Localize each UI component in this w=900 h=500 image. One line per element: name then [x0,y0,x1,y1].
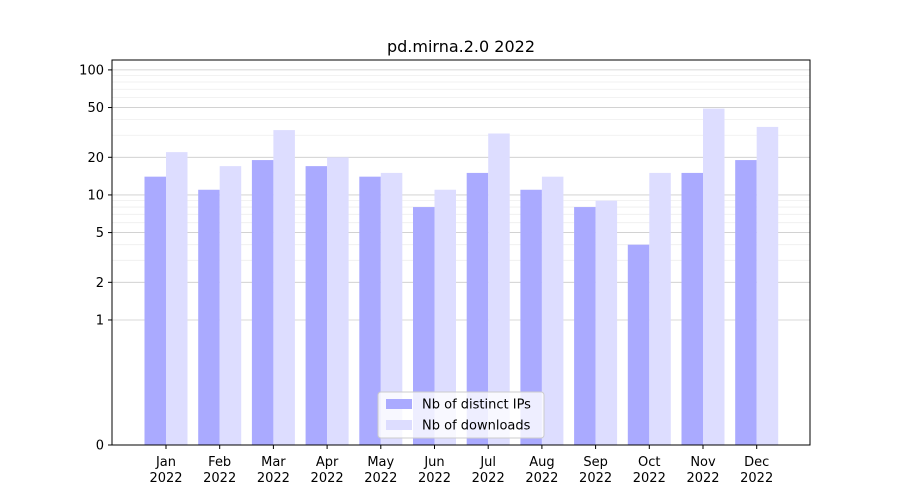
x-tick-label-year: 2022 [579,471,612,486]
x-tick-label-month: Dec [744,455,769,470]
chart-title: pd.mirna.2.0 2022 [387,37,535,56]
bar-distinct-ips [466,172,489,445]
y-tick-label: 5 [96,226,104,241]
plot-frame [111,59,811,446]
x-tick-label-month: Oct [638,455,660,470]
bar-downloads [434,189,456,445]
bar-downloads [756,126,779,446]
x-tick-label-year: 2022 [149,471,182,486]
bar-distinct-ips [627,244,650,445]
y-tick-label: 20 [87,151,104,166]
bar-distinct-ips [413,207,435,445]
bar-downloads [380,172,403,445]
x-tick-label-year: 2022 [740,471,773,486]
bar-downloads [541,176,564,445]
bar-distinct-ips [574,207,596,445]
legend-box [377,391,545,439]
x-tick-label-month: Jul [479,455,496,470]
bar-downloads [327,157,349,445]
bar-downloads [166,152,188,445]
x-tick-label-month: Mar [261,455,286,470]
bar-distinct-ips [198,189,220,445]
axis-layer: 0125102050100Jan2022Feb2022Mar2022Apr202… [79,63,773,486]
x-tick-label-month: May [367,455,394,470]
x-tick-label-year: 2022 [418,471,451,486]
bar-distinct-ips [681,172,703,445]
bar-downloads [649,172,671,445]
bar-distinct-ips [735,160,757,445]
legend-swatch [386,420,412,430]
bar-downloads [703,108,725,445]
y-tick-label: 1 [96,313,104,328]
y-tick-label: 10 [87,188,104,203]
bar-downloads [488,133,510,445]
bar-distinct-ips [520,189,542,445]
x-tick-label-month: Apr [316,455,339,470]
bar-distinct-ips [251,160,274,445]
x-tick-label-year: 2022 [257,471,290,486]
bar-downloads [219,166,242,445]
y-tick-label: 100 [79,63,104,78]
x-tick-label-month: Aug [529,455,554,470]
legend-label: Nb of downloads [422,419,531,434]
legend-label: Nb of distinct IPs [422,398,531,413]
bar-distinct-ips [305,166,328,445]
x-tick-label-month: Nov [690,455,716,470]
bar-distinct-ips [144,176,166,445]
bar-distinct-ips [359,176,381,445]
x-tick-label-year: 2022 [203,471,236,486]
y-tick-label: 0 [96,439,104,454]
x-tick-label-month: Jun [423,455,444,470]
bars-layer [144,108,779,446]
y-tick-label: 2 [96,276,104,291]
x-tick-label-year: 2022 [472,471,505,486]
bar-downloads [595,200,618,445]
x-tick-label-year: 2022 [364,471,397,486]
y-tick-label: 50 [87,101,104,116]
bar-downloads [273,130,295,445]
legend: Nb of distinct IPs Nb of downloads [377,391,545,439]
x-tick-label-year: 2022 [686,471,719,486]
x-tick-label-month: Feb [208,455,231,470]
x-tick-label-year: 2022 [633,471,666,486]
legend-swatch [386,399,412,409]
x-tick-label-year: 2022 [525,471,558,486]
x-tick-label-month: Jan [155,455,176,470]
x-tick-label-month: Sep [583,455,608,470]
x-tick-label-year: 2022 [311,471,344,486]
